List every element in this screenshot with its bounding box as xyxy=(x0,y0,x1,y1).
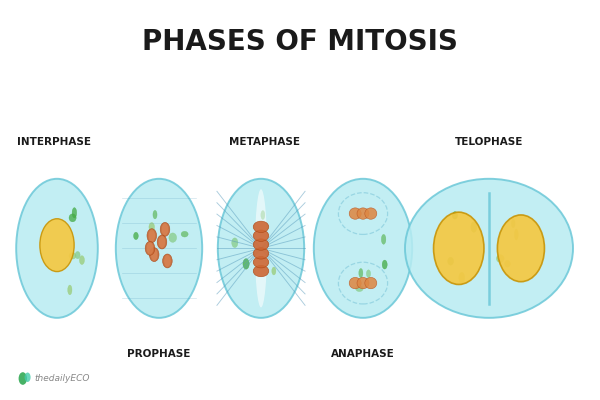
Ellipse shape xyxy=(496,255,504,262)
Ellipse shape xyxy=(511,219,515,228)
Ellipse shape xyxy=(163,254,172,268)
Ellipse shape xyxy=(253,221,269,232)
Text: thedailyECO: thedailyECO xyxy=(35,374,91,383)
Ellipse shape xyxy=(243,259,249,269)
Ellipse shape xyxy=(69,214,76,222)
Ellipse shape xyxy=(253,256,269,268)
Ellipse shape xyxy=(164,255,171,267)
Ellipse shape xyxy=(314,179,412,318)
Ellipse shape xyxy=(116,179,202,318)
Ellipse shape xyxy=(68,285,72,295)
Ellipse shape xyxy=(72,208,77,218)
Ellipse shape xyxy=(497,215,544,282)
Ellipse shape xyxy=(459,272,465,283)
Ellipse shape xyxy=(149,222,155,232)
Text: TELOPHASE: TELOPHASE xyxy=(455,137,523,147)
Ellipse shape xyxy=(367,270,371,278)
Ellipse shape xyxy=(169,233,176,242)
Ellipse shape xyxy=(181,231,188,237)
Ellipse shape xyxy=(349,277,361,289)
Ellipse shape xyxy=(134,232,139,240)
Text: PHASES OF MITOSIS: PHASES OF MITOSIS xyxy=(142,28,458,56)
Ellipse shape xyxy=(151,248,158,261)
Ellipse shape xyxy=(149,248,159,262)
Ellipse shape xyxy=(359,268,363,278)
Ellipse shape xyxy=(147,229,157,243)
Ellipse shape xyxy=(146,242,154,255)
Ellipse shape xyxy=(79,256,85,264)
Ellipse shape xyxy=(505,260,511,267)
Ellipse shape xyxy=(365,277,377,289)
Ellipse shape xyxy=(218,179,304,318)
Ellipse shape xyxy=(157,235,167,249)
Ellipse shape xyxy=(69,252,76,259)
Ellipse shape xyxy=(349,208,361,219)
Ellipse shape xyxy=(75,252,80,259)
Ellipse shape xyxy=(148,229,155,242)
Ellipse shape xyxy=(382,260,387,269)
Ellipse shape xyxy=(405,179,573,318)
Ellipse shape xyxy=(261,210,265,220)
Ellipse shape xyxy=(19,372,27,385)
Ellipse shape xyxy=(160,222,170,236)
Ellipse shape xyxy=(253,265,269,277)
Ellipse shape xyxy=(452,212,458,219)
Ellipse shape xyxy=(382,234,386,244)
Ellipse shape xyxy=(253,230,269,241)
Text: METAPHASE: METAPHASE xyxy=(229,137,299,147)
Ellipse shape xyxy=(40,219,74,272)
Ellipse shape xyxy=(272,267,276,275)
Ellipse shape xyxy=(253,248,269,259)
Text: ANAPHASE: ANAPHASE xyxy=(331,350,395,360)
Ellipse shape xyxy=(356,286,363,292)
Ellipse shape xyxy=(153,210,157,219)
Ellipse shape xyxy=(25,372,31,382)
Ellipse shape xyxy=(365,208,377,219)
Ellipse shape xyxy=(158,236,166,248)
Ellipse shape xyxy=(253,239,269,250)
Ellipse shape xyxy=(161,223,169,236)
Ellipse shape xyxy=(232,238,238,248)
Ellipse shape xyxy=(145,241,155,255)
Ellipse shape xyxy=(448,257,454,265)
Text: PROPHASE: PROPHASE xyxy=(127,350,191,360)
Ellipse shape xyxy=(434,212,484,284)
Ellipse shape xyxy=(514,229,518,240)
Ellipse shape xyxy=(255,189,267,308)
Ellipse shape xyxy=(16,179,98,318)
Ellipse shape xyxy=(357,208,369,219)
Ellipse shape xyxy=(471,222,477,232)
Ellipse shape xyxy=(357,277,369,289)
Text: INTERPHASE: INTERPHASE xyxy=(17,137,91,147)
